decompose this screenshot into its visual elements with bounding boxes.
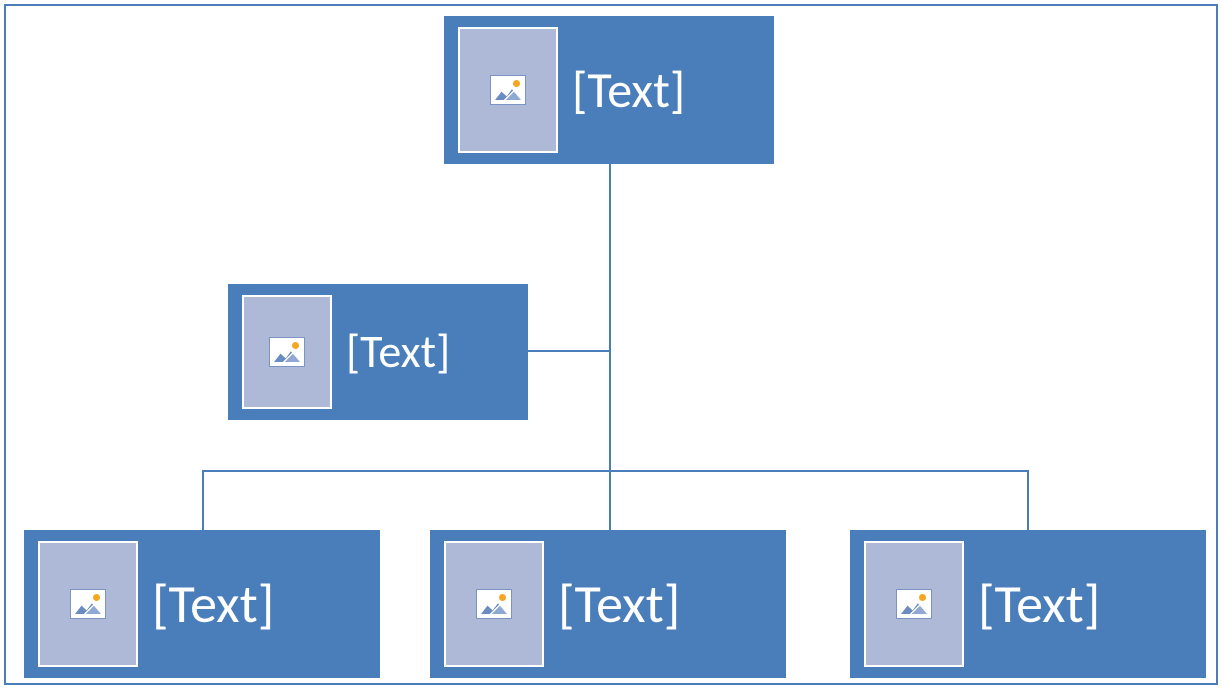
picture-icon — [476, 589, 512, 619]
connector-3 — [202, 470, 204, 530]
connector-0 — [609, 164, 611, 470]
org-node-child1[interactable]: [Text] — [24, 530, 380, 678]
org-node-root[interactable]: [Text] — [444, 16, 774, 164]
image-placeholder-icon[interactable] — [864, 541, 964, 667]
connector-4 — [609, 470, 611, 530]
picture-icon — [269, 337, 305, 367]
connector-1 — [528, 350, 609, 352]
org-node-assistant[interactable]: [Text] — [228, 284, 528, 420]
node-label[interactable]: [Text] — [346, 324, 450, 380]
picture-icon — [896, 589, 932, 619]
picture-icon — [70, 589, 106, 619]
org-node-child3[interactable]: [Text] — [850, 530, 1206, 678]
image-placeholder-icon[interactable] — [458, 27, 558, 153]
image-placeholder-icon[interactable] — [242, 295, 332, 409]
node-label[interactable]: [Text] — [558, 571, 680, 637]
connector-5 — [1027, 470, 1029, 530]
node-label[interactable]: [Text] — [152, 571, 274, 637]
image-placeholder-icon[interactable] — [38, 541, 138, 667]
picture-icon — [490, 75, 526, 105]
org-node-child2[interactable]: [Text] — [430, 530, 786, 678]
node-label[interactable]: [Text] — [572, 60, 685, 121]
node-label[interactable]: [Text] — [978, 571, 1100, 637]
connector-2 — [202, 470, 1028, 472]
diagram-canvas: [Text] [Text] [Text] [Text] [Text] — [4, 4, 1218, 685]
image-placeholder-icon[interactable] — [444, 541, 544, 667]
